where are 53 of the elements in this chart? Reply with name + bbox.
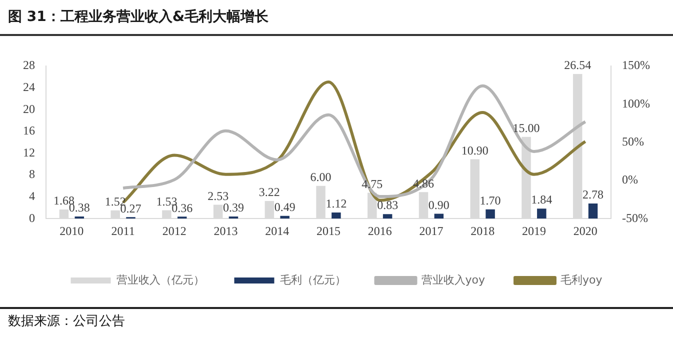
data-label: 0.49 (274, 200, 296, 214)
source-note: 数据来源：公司公告 (8, 313, 125, 330)
bar (228, 216, 238, 219)
legend-label: 营业收入yoy (421, 273, 486, 286)
bar (434, 214, 444, 219)
data-label: 0.83 (377, 198, 398, 212)
bar (280, 216, 290, 219)
y-tick-label: 8 (29, 167, 35, 182)
data-label: 6.00 (310, 170, 332, 184)
data-label: 3.22 (258, 185, 280, 200)
x-tick-label: 2017 (419, 224, 444, 238)
x-tick-label: 2016 (368, 224, 392, 238)
y-tick-label: 20 (23, 102, 35, 116)
data-label: 0.90 (428, 198, 450, 212)
y-tick-label: 24 (23, 80, 35, 94)
bar (382, 214, 392, 219)
y-tick-label: 12 (23, 145, 35, 160)
x-tick-label: 2015 (316, 224, 340, 238)
y-tick-label: 4 (29, 188, 35, 203)
x-tick-label: 2019 (522, 224, 546, 238)
y-tick-label: 28 (23, 58, 35, 72)
legend-label: 毛利（亿元） (280, 273, 346, 286)
data-label: 10.90 (461, 143, 488, 158)
data-label: 0.39 (222, 200, 244, 215)
bar (486, 209, 495, 219)
x-tick-label: 2011 (111, 224, 135, 238)
x-tick-label: 2014 (265, 224, 290, 238)
y-tick-label: 16 (23, 124, 35, 138)
y2-tick-label: 50% (622, 134, 644, 148)
data-label: 1.84 (531, 192, 552, 207)
x-tick-label: 2010 (60, 224, 84, 238)
x-tick-label: 2013 (214, 224, 238, 238)
y2-tick-label: -50% (622, 210, 648, 225)
x-tick-label: 2018 (470, 224, 495, 238)
y2-tick-label: 150% (622, 58, 650, 72)
x-tick-label: 2020 (573, 224, 598, 238)
y-tick-label: 0 (29, 210, 35, 225)
data-label: 15.00 (512, 121, 540, 136)
y2-tick-label: 100% (622, 96, 650, 110)
bar (537, 208, 546, 219)
data-label: 1.12 (326, 196, 347, 211)
bar (332, 212, 341, 219)
data-label: 1.70 (480, 193, 501, 208)
legend-label: 毛利yoy (560, 273, 603, 286)
data-label: 26.54 (564, 58, 592, 72)
y2-tick-label: 0% (622, 172, 638, 187)
legend-label: 营业收入（亿元） (116, 273, 204, 286)
bar (588, 203, 598, 219)
x-tick-label: 2012 (162, 224, 186, 238)
data-label: 2.53 (208, 188, 229, 203)
data-label: 2.78 (582, 188, 604, 202)
data-label: 4.75 (362, 176, 383, 191)
chart-title: 图 31：工程业务营业收入&毛利大幅增长 (8, 8, 269, 26)
